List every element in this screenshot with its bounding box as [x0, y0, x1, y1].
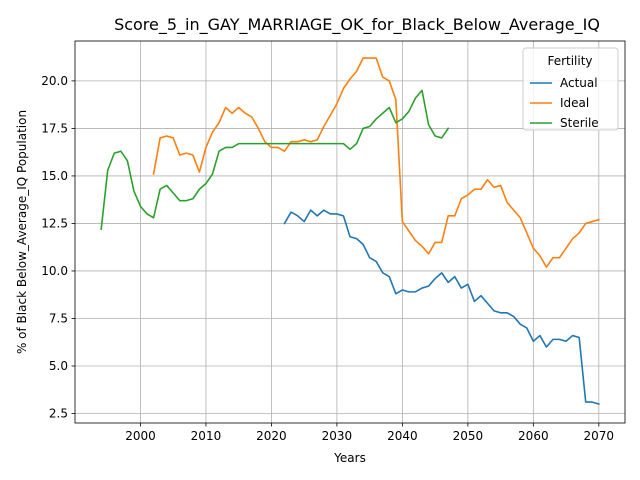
- x-axis-label: Years: [333, 451, 366, 465]
- y-tick-label: 10.0: [41, 264, 68, 278]
- y-tick-label: 2.5: [49, 406, 68, 420]
- x-axis: 2000 2010 2020 2030 2040 2050 2060 2070: [125, 423, 614, 443]
- y-axis-label: % of Black Below_Average_IQ Population: [15, 110, 29, 354]
- x-tick-label: 2030: [322, 429, 353, 443]
- series-line-sterile: [100, 89, 450, 231]
- legend-label-actual: Actual: [560, 76, 598, 90]
- x-tick-label: 2070: [584, 429, 615, 443]
- legend-label-sterile: Sterile: [560, 116, 599, 130]
- legend-label-ideal: Ideal: [560, 96, 589, 110]
- x-tick-label: 2040: [387, 429, 418, 443]
- y-tick-label: 7.5: [49, 311, 68, 325]
- y-tick-label: 15.0: [41, 169, 68, 183]
- x-tick-label: 2060: [518, 429, 549, 443]
- series-line-ideal: [152, 57, 600, 268]
- x-tick-label: 2000: [125, 429, 156, 443]
- plot-frame: [74, 40, 626, 424]
- series-lines: [100, 57, 600, 405]
- x-tick-label: 2010: [191, 429, 222, 443]
- x-tick-label: 2050: [453, 429, 484, 443]
- legend-title: Fertility: [547, 54, 592, 68]
- y-tick-label: 12.5: [41, 216, 68, 230]
- chart-title: Score_5_in_GAY_MARRIAGE_OK_for_Black_Bel…: [114, 15, 600, 35]
- legend-box: [522, 47, 619, 131]
- y-tick-label: 20.0: [41, 74, 68, 88]
- y-tick-label: 5.0: [49, 359, 68, 373]
- legend: Fertility Actual Ideal Sterile: [522, 47, 619, 131]
- y-axis: 2.5 5.0 7.5 10.0 12.5 15.0 17.5 20.0: [41, 74, 75, 420]
- x-tick-label: 2020: [256, 429, 287, 443]
- y-tick-label: 17.5: [41, 121, 68, 135]
- series-line-actual: [283, 209, 600, 405]
